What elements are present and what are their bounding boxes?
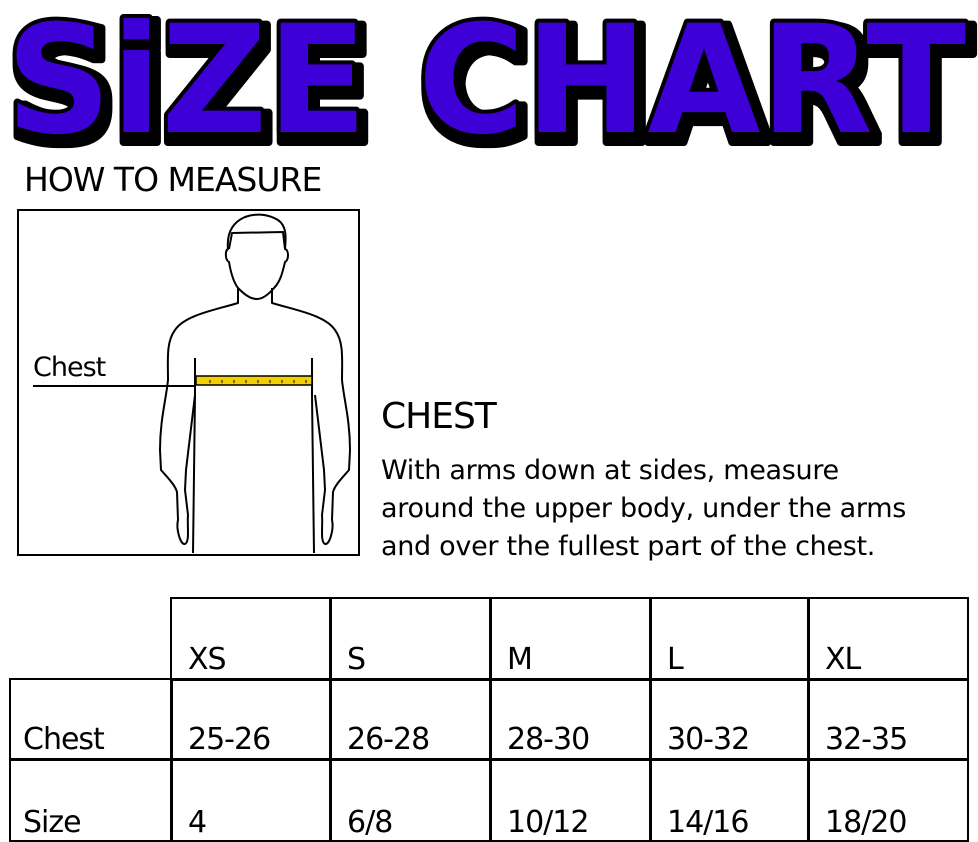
title-text: SiZE CHART	[6, 0, 966, 150]
description-line: With arms down at sides, measure	[381, 455, 839, 486]
row-label-chest: Chest	[9, 678, 173, 761]
column-header-s: S	[329, 597, 492, 681]
table-cell: 30-32	[649, 678, 810, 761]
column-header-xs: XS	[170, 597, 332, 681]
table-cell: 28-30	[489, 678, 652, 761]
table-cell: 6/8	[329, 758, 492, 842]
how-to-measure-heading: HOW TO MEASURE	[24, 160, 322, 199]
description-line: and over the fullest part of the chest.	[381, 531, 876, 562]
description-line: around the upper body, under the arms	[381, 493, 907, 524]
size-chart-title: SiZE CHART	[2, 0, 970, 150]
table-cell: 25-26	[170, 678, 332, 761]
table-cell: 14/16	[649, 758, 810, 842]
chest-heading: CHEST	[381, 396, 497, 437]
table-cell: 18/20	[807, 758, 969, 842]
table-cell: 32-35	[807, 678, 969, 761]
table-cell: 26-28	[329, 678, 492, 761]
chest-description: With arms down at sides, measure around …	[381, 452, 978, 566]
column-header-l: L	[649, 597, 810, 681]
measuring-tape	[195, 375, 313, 386]
body-outline-illustration	[33, 213, 351, 554]
table-cell: 10/12	[489, 758, 652, 842]
column-header-m: M	[489, 597, 652, 681]
chest-label: Chest	[33, 352, 106, 383]
column-header-xl: XL	[807, 597, 969, 681]
table-cell: 4	[170, 758, 332, 842]
measure-figure-frame	[17, 209, 360, 556]
row-label-size: Size	[9, 758, 173, 842]
